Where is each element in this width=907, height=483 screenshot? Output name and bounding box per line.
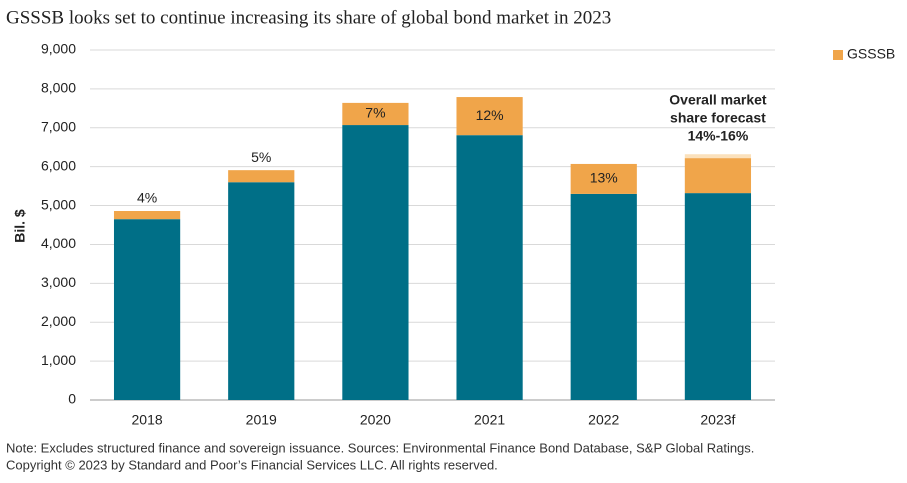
x-tick-label: 2020	[360, 412, 391, 428]
x-tick-label: 2023f	[700, 412, 735, 428]
share-label: 7%	[365, 105, 385, 121]
copyright: Copyright © 2023 by Standard and Poor’s …	[6, 457, 498, 472]
y-tick-label: 1,000	[41, 352, 76, 368]
y-tick-label: 4,000	[41, 235, 76, 251]
y-tick-label: 0	[68, 391, 76, 407]
y-tick-label: 3,000	[41, 274, 76, 290]
y-tick-label: 7,000	[41, 118, 76, 134]
legend-swatch	[833, 50, 843, 60]
y-axis-label: Bil. $	[12, 209, 28, 243]
annotation: 14%-16%	[688, 128, 749, 144]
bar-segment	[684, 193, 752, 400]
bar-segment	[342, 125, 409, 401]
annotation: share forecast	[670, 110, 766, 126]
bar-segment	[228, 170, 295, 183]
share-label: 13%	[590, 170, 618, 186]
bar-segment	[570, 193, 637, 400]
chart-title: GSSSB looks set to continue increasing i…	[6, 7, 611, 28]
annotation: Overall market	[669, 92, 767, 108]
footnote: Note: Excludes structured finance and so…	[6, 440, 754, 455]
y-tick-label: 9,000	[41, 41, 76, 57]
y-tick-label: 2,000	[41, 313, 76, 329]
bar-segment	[113, 219, 181, 400]
legend-label: GSSSB	[847, 46, 895, 62]
y-tick-label: 8,000	[41, 80, 76, 96]
x-tick-label: 2018	[132, 412, 163, 428]
y-tick-label: 5,000	[41, 196, 76, 212]
bar-segment	[684, 154, 752, 159]
bar-segment	[570, 163, 637, 194]
bar-segment	[342, 102, 409, 126]
share-label: 4%	[137, 190, 157, 206]
share-label: 5%	[251, 149, 271, 165]
bar-segment	[456, 97, 523, 136]
y-tick-label: 6,000	[41, 157, 76, 173]
bar-segment	[228, 182, 295, 400]
bar-segment	[113, 211, 181, 220]
x-tick-label: 2021	[474, 412, 505, 428]
x-tick-label: 2022	[588, 412, 619, 428]
bar-segment	[684, 158, 752, 194]
share-label: 12%	[476, 107, 504, 123]
x-tick-label: 2019	[246, 412, 277, 428]
bar-segment	[456, 135, 523, 400]
